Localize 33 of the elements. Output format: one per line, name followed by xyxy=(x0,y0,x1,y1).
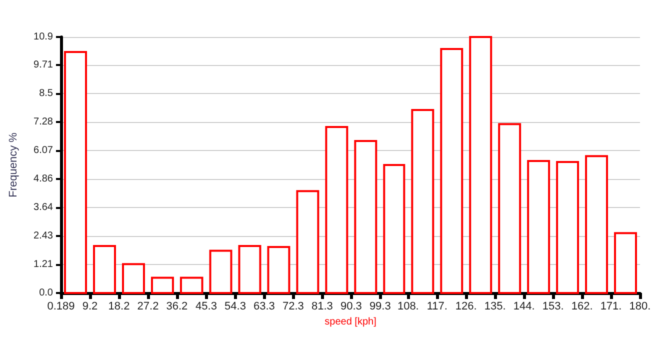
x-tick-label: 72.3 xyxy=(282,300,304,312)
x-tick-label: 90.3 xyxy=(340,300,362,312)
y-axis-title: Frequency % xyxy=(8,132,20,198)
x-tick-label: 36.2 xyxy=(166,300,188,312)
x-axis-title: speed [kph] xyxy=(324,316,377,328)
y-tick-label: 1.21 xyxy=(34,259,54,270)
x-tick-label: 99.3 xyxy=(369,300,391,312)
x-tick-label: 9.2 xyxy=(82,300,98,312)
x-tick-label: 171. xyxy=(600,300,622,312)
x-tick-label: 153. xyxy=(542,300,564,312)
y-tick-label: 3.64 xyxy=(34,202,54,214)
y-tick-label: 2.43 xyxy=(34,230,54,242)
x-tick-label: 63.3 xyxy=(254,300,275,312)
x-tick-label: 126. xyxy=(455,300,477,312)
y-tick-label: 0.0 xyxy=(39,288,54,298)
x-tick-label: 180. xyxy=(629,300,651,312)
y-tick-label: 10.9 xyxy=(34,32,54,42)
x-tick-label: 0.189 xyxy=(47,300,75,312)
y-tick-label: 8.5 xyxy=(39,88,54,99)
x-tick-label: 117. xyxy=(426,300,448,312)
x-tick-label: 27.2 xyxy=(137,300,159,312)
y-tick-label: 7.28 xyxy=(34,116,54,128)
y-tick-label: 4.86 xyxy=(34,173,54,184)
y-tick-label: 9.71 xyxy=(34,59,54,70)
x-tick-label: 45.3 xyxy=(196,300,217,312)
x-tick-label: 18.2 xyxy=(108,300,130,312)
x-tick-label: 81.3 xyxy=(311,300,333,312)
x-tick-label: 144. xyxy=(513,300,535,312)
x-tick-label: 162. xyxy=(571,300,593,312)
x-tick-label: 135. xyxy=(484,300,506,312)
y-tick-label: 6.07 xyxy=(34,144,54,156)
x-tick-label: 108. xyxy=(397,300,419,312)
x-tick-label: 54.3 xyxy=(224,300,246,312)
